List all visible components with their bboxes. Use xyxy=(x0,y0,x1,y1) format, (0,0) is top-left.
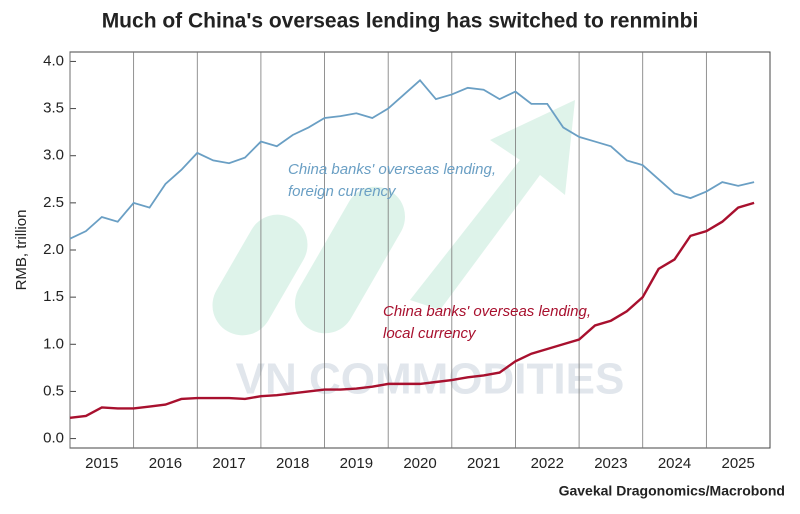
x-tick-label: 2023 xyxy=(594,455,627,472)
y-tick-label: 0.5 xyxy=(43,382,64,399)
x-tick-label: 2019 xyxy=(340,455,373,472)
y-axis-label: RMB, trillion xyxy=(13,210,30,291)
line-series xyxy=(69,78,755,240)
x-tick-label: 2021 xyxy=(467,455,500,472)
y-tick-label: 2.5 xyxy=(43,194,64,211)
series-label: foreign currency xyxy=(288,183,397,200)
watermark: VN COMMODITIES xyxy=(236,355,625,404)
y-tick-label: 3.5 xyxy=(43,100,64,117)
x-tick-label: 2015 xyxy=(85,455,118,472)
x-tick-label: 2020 xyxy=(403,455,436,472)
y-tick-label: 1.5 xyxy=(43,288,64,305)
watermark-shapes xyxy=(212,100,575,336)
y-tick-label: 3.0 xyxy=(43,147,64,164)
x-tick-label: 2016 xyxy=(149,455,182,472)
x-tick-label: 2018 xyxy=(276,455,309,472)
y-tick-label: 0.0 xyxy=(43,430,64,447)
source: Gavekal Dragonomics/Macrobond xyxy=(559,483,785,499)
x-tick-label: 2017 xyxy=(212,455,245,472)
x-tick-label: 2024 xyxy=(658,455,691,472)
line-series xyxy=(69,201,755,420)
series-label: local currency xyxy=(383,325,477,342)
y-tick-label: 4.0 xyxy=(43,52,64,69)
y-tick-label: 2.0 xyxy=(43,241,64,258)
series-label: China banks' overseas lending, xyxy=(288,161,496,178)
x-tick-label: 2025 xyxy=(721,455,754,472)
y-tick-label: 1.0 xyxy=(43,335,64,352)
series-label: China banks' overseas lending, xyxy=(383,303,591,320)
chart-title: Much of China's overseas lending has swi… xyxy=(102,10,699,33)
x-tick-label: 2022 xyxy=(531,455,564,472)
